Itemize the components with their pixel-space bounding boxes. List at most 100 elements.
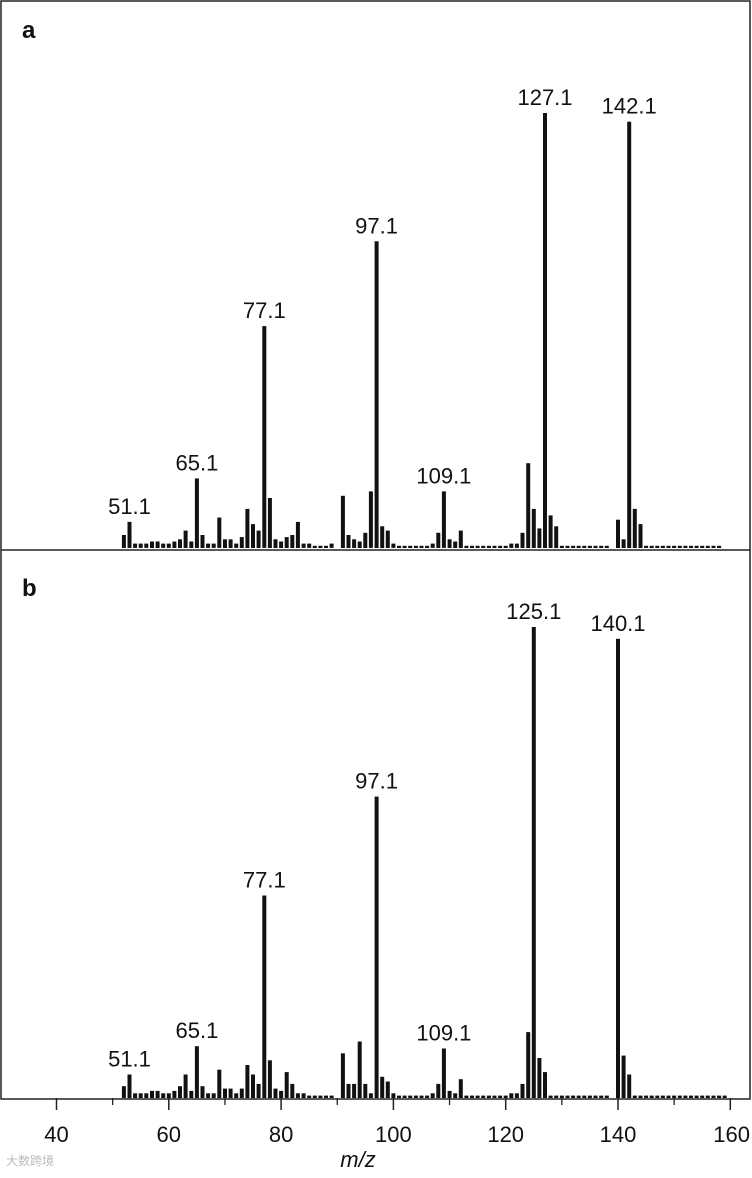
- peak-bar: [155, 541, 160, 548]
- peak-bar: [239, 1088, 244, 1098]
- peak-bar: [144, 543, 149, 548]
- peak-bar: [228, 539, 233, 548]
- peak-bar: [385, 1081, 390, 1098]
- peak-bar: [604, 1095, 609, 1098]
- peak-bar: [503, 1095, 508, 1098]
- peak-label: 65.1: [175, 1018, 218, 1043]
- x-axis: 40 60 80 100 120 140 160: [44, 1098, 750, 1147]
- peak-bar: [672, 1095, 677, 1098]
- peak-bar: [582, 1095, 587, 1098]
- peak-bar: [194, 478, 199, 548]
- x-tick-label: 140: [600, 1122, 637, 1147]
- peak-bar: [537, 528, 542, 548]
- peak-bar: [458, 530, 463, 548]
- peak-bar: [649, 545, 654, 548]
- peak-bar: [290, 535, 295, 548]
- peak-bar: [121, 535, 126, 548]
- peak-bar: [464, 545, 469, 548]
- x-tick-label: 80: [269, 1122, 293, 1147]
- peak-bar: [161, 543, 166, 548]
- peak-label: 51.1: [108, 494, 151, 519]
- peak-bar: [155, 1090, 160, 1098]
- peak-bar: [430, 1093, 435, 1098]
- peak-bar: [644, 545, 649, 548]
- peak-bar: [329, 543, 334, 548]
- peak-bar: [138, 1093, 143, 1098]
- peak-bar: [520, 1083, 525, 1098]
- peak-bar: [548, 1095, 553, 1098]
- peak-bar: [239, 537, 244, 548]
- peak-bar: [576, 1095, 581, 1098]
- peak-bar: [689, 545, 693, 548]
- peak-bar: [391, 1093, 396, 1098]
- peak-bar: [133, 1093, 138, 1098]
- spectrum-panel-b: 51.1 65.1 77.1 97.1 109.1 125.1 140.1: [108, 599, 727, 1099]
- peak-bar: [565, 1095, 570, 1098]
- peak-bar: [453, 541, 458, 548]
- peak-bar: [357, 1041, 362, 1098]
- peak-label: 77.1: [243, 298, 286, 323]
- peak-bar: [694, 545, 699, 548]
- peak-bar: [632, 508, 637, 548]
- peak-bar: [312, 545, 317, 548]
- peak-bar: [397, 1095, 401, 1098]
- peak-bar: [183, 530, 188, 548]
- peak-bar: [638, 1095, 643, 1098]
- peak-label: 109.1: [416, 463, 471, 488]
- peak-bar: [284, 1072, 289, 1098]
- peak-bar: [509, 543, 514, 548]
- x-tick-label: 60: [157, 1122, 181, 1147]
- peak-bar: [666, 545, 671, 548]
- peak-bar: [206, 1093, 211, 1098]
- peak-bar: [464, 1095, 469, 1098]
- panel-b-label: b: [22, 575, 37, 602]
- peak-bar: [717, 1095, 722, 1098]
- peak-bar: [470, 1095, 474, 1098]
- peak-bar: [537, 1058, 542, 1098]
- peak-bar: [200, 535, 205, 548]
- peak-bar: [346, 1083, 351, 1098]
- peak-bar: [587, 545, 592, 548]
- peak-bar: [172, 1090, 177, 1098]
- peak-bar: [267, 1060, 272, 1098]
- peak-bar: [644, 1095, 649, 1098]
- peak-bar: [486, 1095, 491, 1098]
- peak-bar: [133, 543, 138, 548]
- peak-bar: [380, 1076, 385, 1098]
- peak-bar: [441, 491, 446, 548]
- peak-label: 51.1: [108, 1047, 151, 1072]
- peak-label: 65.1: [175, 450, 218, 475]
- peak-bar: [599, 1095, 604, 1098]
- peak-bar: [514, 543, 519, 548]
- peak-bar: [683, 545, 688, 548]
- peak-bar: [150, 541, 154, 548]
- peak-bar: [649, 1095, 654, 1098]
- peak-label: 97.1: [355, 769, 398, 794]
- peak-bar: [559, 1095, 564, 1098]
- peak-bar: [262, 895, 267, 1098]
- peak-bar: [166, 1093, 171, 1098]
- peak-bar: [194, 1046, 199, 1098]
- peak-bar: [251, 524, 255, 548]
- peak-bar: [368, 1093, 373, 1098]
- peak-bar: [352, 1083, 357, 1098]
- peak-bar: [127, 1074, 132, 1099]
- peak-bar: [295, 521, 300, 548]
- x-tick-label: 40: [44, 1122, 68, 1147]
- peak-bar: [262, 326, 267, 548]
- peak-bar: [273, 1088, 278, 1098]
- peak-bar: [711, 545, 716, 548]
- peak-bar: [419, 545, 424, 548]
- peak-bar: [677, 545, 682, 548]
- peak-bar: [660, 545, 665, 548]
- peak-bar: [391, 543, 396, 548]
- peak-bar: [161, 1093, 166, 1098]
- peak-bar: [616, 519, 620, 548]
- peak-bar: [441, 1048, 446, 1098]
- peak-bar: [700, 545, 705, 548]
- peak-bar: [436, 532, 441, 548]
- peak-bar: [599, 545, 604, 548]
- peak-bar: [470, 545, 474, 548]
- peak-bar: [217, 1069, 222, 1098]
- peak-bar: [329, 1095, 334, 1098]
